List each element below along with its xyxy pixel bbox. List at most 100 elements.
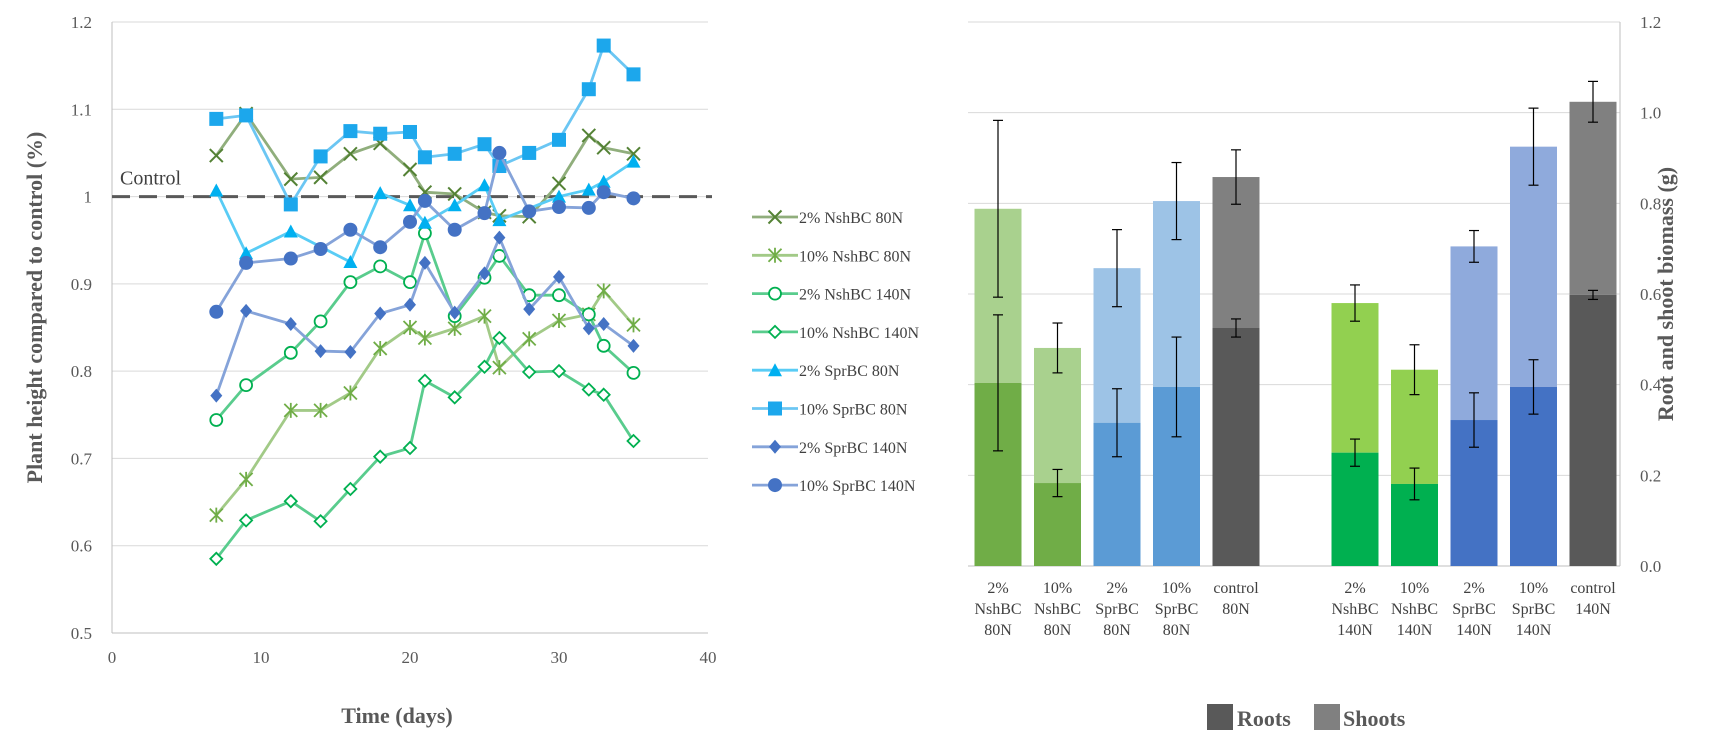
data-point-shape <box>447 390 462 405</box>
data-point <box>343 222 358 237</box>
data-point-shape <box>626 191 641 206</box>
category-label: 140N <box>1337 622 1373 639</box>
legend-entry-8: 10% SprBC 140N <box>752 478 916 495</box>
data-point <box>314 344 327 359</box>
data-point <box>626 317 641 333</box>
data-point-shape <box>626 146 641 162</box>
data-point-shape <box>372 449 388 464</box>
data-point-shape <box>492 213 507 227</box>
data-point <box>447 186 462 202</box>
data-point-shape <box>343 222 358 237</box>
data-point-shape <box>314 344 327 359</box>
data-point-shape <box>596 140 611 155</box>
bar-chart: 0.0 0.2 0.4 0.6 0.8 1.0 1.2 Root and shoot biom… <box>968 13 1678 731</box>
shoot-error-bar <box>1231 149 1241 205</box>
data-point-shape <box>447 198 462 212</box>
data-point <box>493 230 506 245</box>
data-point <box>417 226 432 241</box>
data-point-shape <box>343 481 358 497</box>
data-point-shape <box>626 365 641 380</box>
data-point-shape <box>522 331 537 347</box>
data-point <box>553 269 565 284</box>
data-point-shape <box>626 433 641 449</box>
data-point <box>373 240 388 255</box>
category-label: 80N <box>1163 622 1191 639</box>
data-point <box>313 241 328 256</box>
shoot-error-bar <box>1469 229 1479 263</box>
legend-label: 10% SprBC 140N <box>799 478 916 495</box>
data-point-shape <box>239 378 254 393</box>
data-point <box>492 249 507 263</box>
legend-entry-5: 2% SprBC 80N <box>752 363 900 380</box>
y-tick-label: 0.5 <box>71 624 92 643</box>
data-point-shape <box>209 304 224 319</box>
data-point <box>313 170 328 185</box>
category-label: NshBC <box>974 601 1021 618</box>
y-tick-label: 1.0 <box>1640 104 1661 123</box>
data-point <box>477 206 492 221</box>
root-bar <box>1331 452 1379 566</box>
data-point-shape <box>283 224 298 238</box>
data-point <box>551 176 567 191</box>
data-point <box>478 266 491 281</box>
data-point-shape <box>492 360 507 376</box>
data-point <box>417 373 433 389</box>
category-label: 10% <box>1400 580 1429 597</box>
data-point-shape <box>209 507 224 523</box>
data-point-shape <box>626 154 641 168</box>
data-point-shape <box>493 230 506 245</box>
data-point <box>447 222 462 237</box>
data-point-shape <box>596 387 611 402</box>
data-point <box>417 330 433 346</box>
data-point-shape <box>238 513 254 528</box>
series-line <box>216 43 635 208</box>
x-tick-label: 10 <box>253 648 270 667</box>
y-tick-label: 0.0 <box>1640 557 1661 576</box>
series-line <box>214 233 635 397</box>
series-line <box>215 148 634 313</box>
series-4 <box>209 330 641 567</box>
legend-marker-shape <box>768 478 782 493</box>
data-point <box>551 313 567 329</box>
data-point <box>447 146 462 161</box>
data-point <box>581 82 596 97</box>
data-point <box>596 174 611 188</box>
data-point-shape <box>522 145 537 160</box>
data-point <box>403 124 417 139</box>
data-point <box>596 185 611 200</box>
data-point <box>343 385 358 401</box>
category-label: 2% <box>1106 580 1127 597</box>
data-point <box>626 365 641 380</box>
legend-marker-shape <box>767 247 783 263</box>
data-point-shape <box>313 402 328 418</box>
root-error-bar <box>1231 318 1241 338</box>
bar-stack-4 <box>1153 161 1200 566</box>
data-point-shape <box>596 174 611 188</box>
data-point <box>373 259 388 274</box>
data-point <box>417 150 432 165</box>
data-point-shape <box>581 182 596 196</box>
data-point-shape <box>417 193 432 208</box>
data-point-shape <box>447 320 462 336</box>
data-point-shape <box>283 251 298 266</box>
y-tick-label: 1.2 <box>1640 13 1661 32</box>
data-point <box>403 198 417 212</box>
legend-entry-7: 2% SprBC 140N <box>752 439 908 457</box>
data-point-shape <box>522 204 537 219</box>
data-point <box>477 178 492 192</box>
legend-entry-4: 10% NshBC 140N <box>752 324 919 342</box>
data-point <box>373 186 388 200</box>
data-point-shape <box>210 388 223 403</box>
y-tick-label: 0.2 <box>1640 466 1661 485</box>
data-point-shape <box>209 413 224 427</box>
category-label: SprBC <box>1512 601 1556 618</box>
shoot-bar <box>1510 146 1557 387</box>
data-point-shape <box>373 340 388 356</box>
y-tick-label: 0.9 <box>71 275 92 294</box>
x-tick-label: 0 <box>108 648 117 667</box>
y-tick-label: 0.8 <box>71 362 92 381</box>
data-point-shape <box>344 344 357 359</box>
category-label: NshBC <box>1034 601 1081 618</box>
control-annotation: Control <box>120 168 182 190</box>
